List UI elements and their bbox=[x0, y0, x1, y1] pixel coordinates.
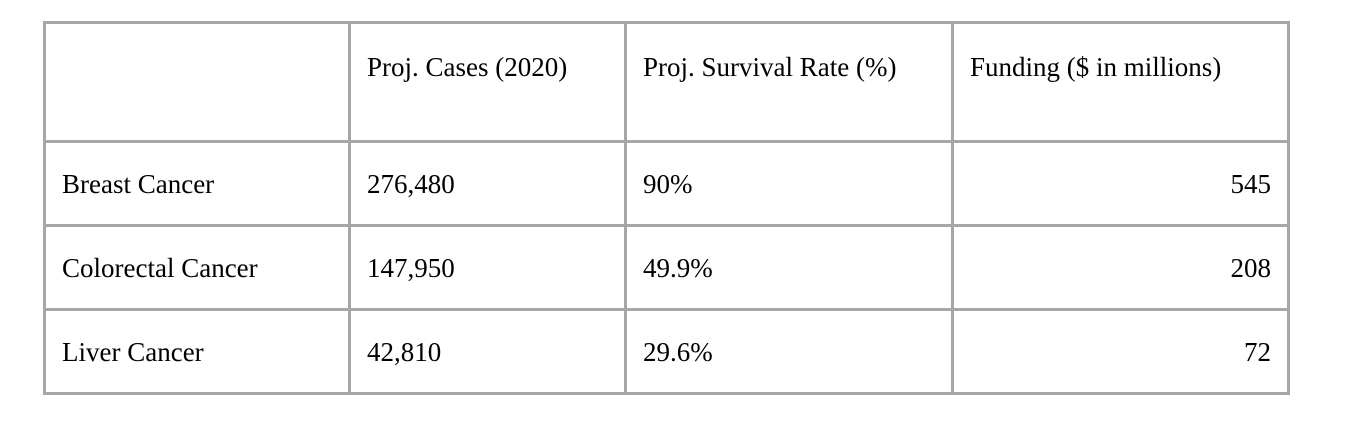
survival-rate-cell: 90% bbox=[624, 140, 954, 227]
table-row: Breast Cancer 276,480 90% 545 bbox=[43, 140, 1290, 227]
projected-cases-cell: 147,950 bbox=[348, 224, 627, 311]
cancer-type-cell: Liver Cancer bbox=[43, 308, 351, 395]
survival-rate-cell: 49.9% bbox=[624, 224, 954, 311]
projected-cases-cell: 42,810 bbox=[348, 308, 627, 395]
table-row: Colorectal Cancer 147,950 49.9% 208 bbox=[43, 224, 1290, 311]
header-cell-funding: Funding ($ in millions) bbox=[951, 21, 1290, 143]
funding-cell: 208 bbox=[951, 224, 1290, 311]
header-cell-projected-cases: Proj. Cases (2020) bbox=[348, 21, 627, 143]
funding-cell: 72 bbox=[951, 308, 1290, 395]
survival-rate-cell: 29.6% bbox=[624, 308, 954, 395]
cancer-type-cell: Colorectal Cancer bbox=[43, 224, 351, 311]
table-row: Liver Cancer 42,810 29.6% 72 bbox=[43, 308, 1290, 395]
cancer-type-cell: Breast Cancer bbox=[43, 140, 351, 227]
header-cell-projected-survival-rate: Proj. Survival Rate (%) bbox=[624, 21, 954, 143]
table-header-row: Proj. Cases (2020) Proj. Survival Rate (… bbox=[43, 21, 1290, 143]
funding-cell: 545 bbox=[951, 140, 1290, 227]
cancer-statistics-table: Proj. Cases (2020) Proj. Survival Rate (… bbox=[43, 21, 1290, 395]
header-cell-empty bbox=[43, 21, 351, 143]
projected-cases-cell: 276,480 bbox=[348, 140, 627, 227]
